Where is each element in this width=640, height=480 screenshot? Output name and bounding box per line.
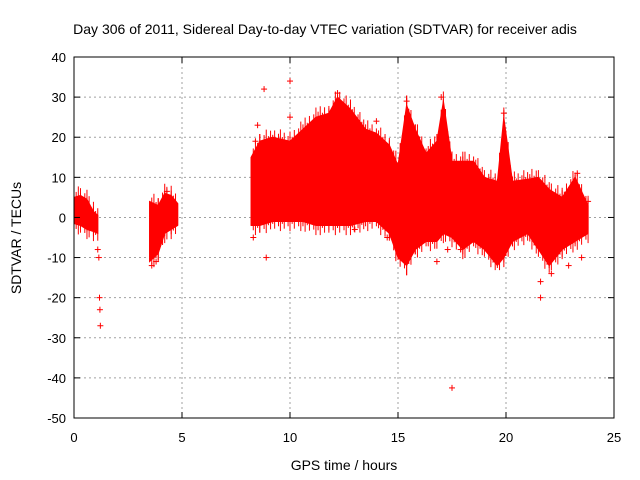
y-tick-label: 10 [52,170,66,185]
x-tick-label: 25 [607,430,621,445]
outlier-point [578,254,585,261]
y-tick-label: -10 [47,251,66,266]
outlier-point [351,226,358,233]
y-tick-label: 40 [52,50,66,65]
outlier-point [287,114,293,121]
outlier-point [384,234,391,241]
outlier-point [403,98,410,105]
y-tick-label: 0 [59,210,66,225]
outlier-point [438,94,445,101]
y-tick-label: 20 [52,130,66,145]
outlier-point [153,258,160,265]
outlier-point [252,138,259,145]
x-tick-label: 5 [178,430,185,445]
x-tick-label: 20 [499,430,513,445]
outlier-point [96,306,103,313]
outlier-point [287,78,293,85]
outlier-point [95,254,102,261]
x-tick-label: 0 [70,430,77,445]
outlier-point [500,110,507,117]
y-tick-label: -20 [47,291,66,306]
outlier-point [574,170,581,177]
x-axis-label: GPS time / hours [291,457,398,473]
y-tick-label: -40 [47,371,66,386]
outlier-point [96,294,103,301]
outlier-point [94,246,101,253]
outlier-point [97,322,104,329]
x-tick-label: 10 [283,430,297,445]
outlier-point [457,246,464,253]
data-series [73,78,592,391]
data-band [73,194,99,235]
plot-frame [73,56,615,419]
x-tick-label: 15 [391,430,405,445]
outlier-point [552,202,559,209]
y-axis-label: SDTVAR / TECUs [8,182,24,294]
outlier-point [444,246,451,253]
y-tick-label: -50 [47,411,66,426]
y-tick-label: 30 [52,90,66,105]
outlier-point [537,294,544,301]
outlier-point [163,188,170,195]
outlier-point [343,106,350,113]
outlier-point [449,384,455,391]
outlier-point [548,270,555,277]
outlier-point [334,90,341,97]
outlier-point [254,122,261,129]
y-tick-label: -30 [47,331,66,346]
outlier-point [261,86,268,93]
outlier-point [148,262,155,269]
outlier-point [585,198,592,205]
axes: -50 -40 -30 -20 -10 0 10 20 30 40 0 5 10 15 20 25 [47,50,621,445]
outlier-point [250,234,257,241]
outlier-point [565,262,572,269]
outlier-point [433,258,440,265]
chart-title: Day 306 of 2011, Sidereal Day-to-day VTE… [73,21,577,37]
outlier-point [537,278,544,285]
outlier-point [373,118,380,125]
outlier-point [263,254,270,261]
